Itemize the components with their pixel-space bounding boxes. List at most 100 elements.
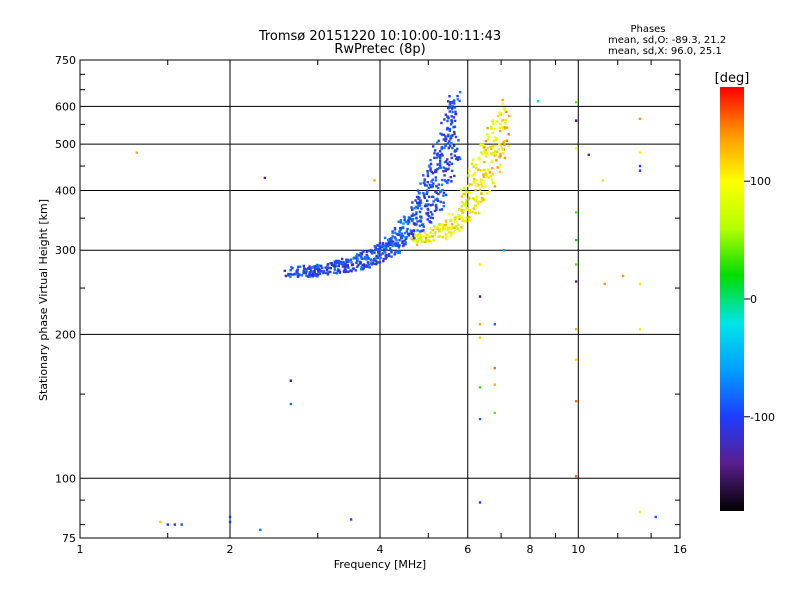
echo-point xyxy=(536,99,540,103)
x-mode-point xyxy=(501,127,505,130)
o-mode-point xyxy=(456,98,460,101)
o-mode-point xyxy=(363,257,367,260)
o-mode-point xyxy=(450,108,454,111)
o-mode-point xyxy=(297,265,300,269)
o-mode-point xyxy=(453,154,457,157)
x-mode-point xyxy=(458,207,461,211)
o-mode-point xyxy=(310,273,313,277)
o-mode-point xyxy=(453,119,457,123)
x-mode-point xyxy=(482,168,486,172)
o-mode-point xyxy=(387,241,391,244)
x-mode-point xyxy=(493,150,497,153)
o-mode-point xyxy=(320,270,323,273)
x-mode-point xyxy=(463,192,466,196)
o-mode-point xyxy=(373,251,376,254)
o-mode-point xyxy=(419,199,422,202)
o-mode-point xyxy=(422,225,425,228)
chart-subtitle: RwPretec (8p) xyxy=(334,42,425,57)
o-mode-point xyxy=(446,134,450,138)
o-mode-point xyxy=(346,263,349,267)
o-mode-point xyxy=(355,255,358,258)
x-mode-point xyxy=(470,162,474,165)
o-mode-point xyxy=(425,184,429,187)
o-mode-point xyxy=(381,244,384,247)
o-mode-point xyxy=(427,215,431,218)
x-mode-point xyxy=(479,200,483,204)
o-mode-point xyxy=(448,129,451,132)
x-tick-label: 2 xyxy=(227,543,234,556)
o-mode-point xyxy=(437,155,440,158)
o-mode-point xyxy=(359,268,363,271)
o-mode-point xyxy=(378,261,382,264)
o-mode-point xyxy=(296,271,299,275)
o-mode-point xyxy=(443,179,447,182)
o-mode-point xyxy=(456,94,459,98)
x-mode-point xyxy=(495,159,498,162)
o-mode-point xyxy=(324,266,327,269)
o-mode-point xyxy=(383,244,386,247)
o-mode-point xyxy=(430,180,433,183)
o-mode-point xyxy=(367,257,370,260)
x-mode-point xyxy=(414,234,417,237)
o-mode-point xyxy=(405,235,409,239)
o-mode-point xyxy=(388,247,392,250)
o-mode-point xyxy=(453,174,456,178)
o-mode-point xyxy=(436,167,439,171)
x-mode-point xyxy=(499,163,502,166)
o-mode-point xyxy=(384,246,388,250)
o-mode-point xyxy=(432,200,435,203)
o-mode-point xyxy=(431,203,434,206)
o-mode-point xyxy=(401,240,404,243)
o-mode-point xyxy=(394,237,397,240)
o-mode-point xyxy=(302,271,305,275)
o-mode-point xyxy=(394,231,397,234)
x-mode-point xyxy=(471,210,474,214)
o-mode-point xyxy=(446,168,449,171)
x-mode-point xyxy=(443,227,447,230)
x-mode-point xyxy=(475,167,478,170)
o-mode-point xyxy=(373,248,377,252)
x-mode-point xyxy=(493,144,496,147)
data-points xyxy=(135,90,657,532)
x-mode-point xyxy=(503,126,506,129)
x-mode-point xyxy=(460,195,464,198)
echo-point xyxy=(621,274,625,278)
o-mode-point xyxy=(381,242,385,245)
o-mode-point xyxy=(455,157,458,161)
o-mode-point xyxy=(325,268,329,272)
o-mode-point xyxy=(330,263,334,267)
o-mode-point xyxy=(446,142,450,145)
colorbar-ticks: 100 0 -100 xyxy=(744,175,775,424)
grid-layer xyxy=(80,60,680,538)
o-mode-point xyxy=(431,178,434,181)
x-mode-point xyxy=(469,208,472,212)
x-mode-point xyxy=(503,156,507,160)
o-mode-point xyxy=(425,192,429,196)
o-mode-point xyxy=(299,265,302,268)
o-mode-point xyxy=(446,126,449,130)
o-mode-point xyxy=(383,236,387,240)
o-mode-point xyxy=(442,204,446,208)
x-mode-point xyxy=(480,182,483,185)
o-mode-point xyxy=(358,254,361,257)
x-mode-point xyxy=(444,235,448,239)
o-mode-point xyxy=(362,267,365,270)
o-mode-point xyxy=(401,234,405,238)
o-mode-point xyxy=(406,222,410,226)
o-mode-point xyxy=(413,222,417,226)
o-mode-point xyxy=(304,272,308,275)
o-mode-point xyxy=(354,269,357,272)
o-mode-point xyxy=(404,220,408,224)
o-mode-point xyxy=(384,244,388,248)
o-mode-point xyxy=(455,156,459,159)
o-mode-point xyxy=(373,262,377,266)
x-mode-point xyxy=(475,198,478,201)
o-mode-point xyxy=(433,149,437,152)
o-mode-point xyxy=(318,268,322,272)
y-tick-label: 200 xyxy=(55,328,76,341)
o-mode-point xyxy=(417,204,420,208)
x-mode-point xyxy=(491,145,494,148)
o-mode-point xyxy=(442,201,445,204)
x-mode-point xyxy=(448,227,451,230)
x-mode-point xyxy=(493,185,497,188)
